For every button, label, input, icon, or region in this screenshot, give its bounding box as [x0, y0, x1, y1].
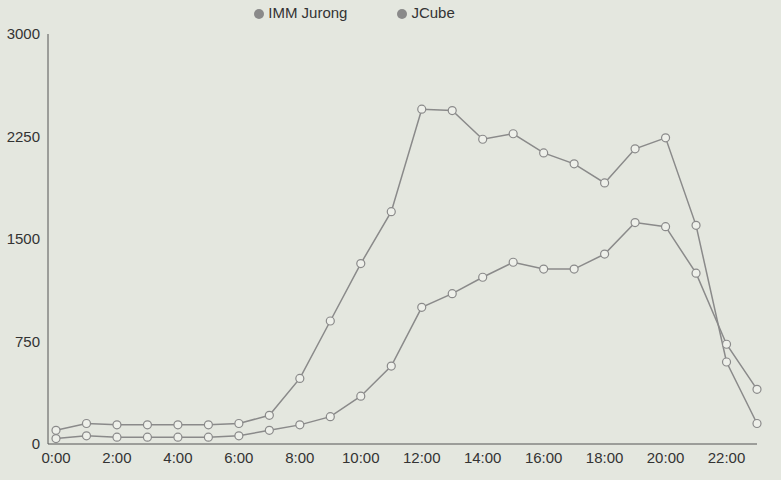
html-text:IMM Jurong: IMM Jurong: [268, 4, 348, 21]
svg-text:12:00: 12:00: [403, 449, 441, 466]
svg-text:4:00: 4:00: [163, 449, 192, 466]
svg-text:750: 750: [15, 333, 40, 350]
svg-text:22:00: 22:00: [708, 449, 746, 466]
svg-text:20:00: 20:00: [647, 449, 685, 466]
svg-text:8:00: 8:00: [285, 449, 314, 466]
svg-text:14:00: 14:00: [464, 449, 502, 466]
svg-text:18:00: 18:00: [586, 449, 624, 466]
svg-text:2:00: 2:00: [102, 449, 131, 466]
svg-text:0:00: 0:00: [41, 449, 70, 466]
svg-text:0: 0: [32, 435, 40, 452]
svg-text:3000: 3000: [7, 25, 40, 42]
html-text:JCube: JCube: [411, 4, 455, 21]
svg-text:1500: 1500: [7, 230, 40, 247]
svg-text:6:00: 6:00: [224, 449, 253, 466]
svg-text:10:00: 10:00: [342, 449, 380, 466]
svg-text:2250: 2250: [7, 128, 40, 145]
svg-text:16:00: 16:00: [525, 449, 563, 466]
